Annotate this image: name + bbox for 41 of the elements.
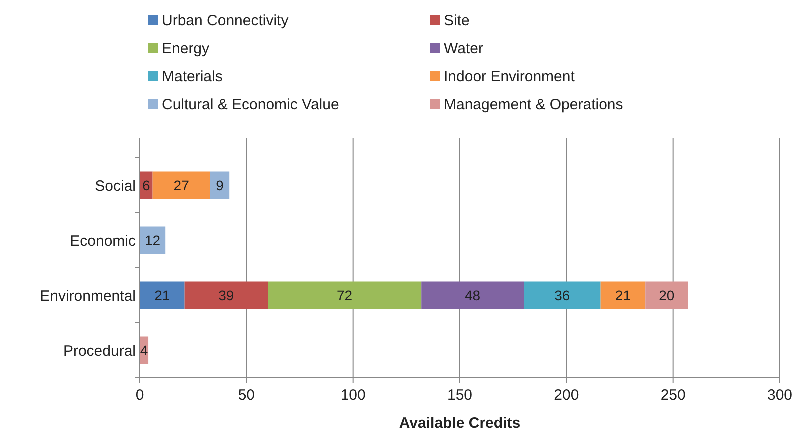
bar [600,282,646,310]
legend-label: Indoor Environment [444,68,576,86]
legend-label: Energy [162,40,210,58]
legend-label: Site [444,12,470,30]
data-label: 4 [140,342,148,358]
data-label: 12 [145,232,161,248]
legend-label: Materials [162,68,223,86]
bar [210,172,230,200]
bar [646,282,688,310]
data-label: 39 [218,287,234,304]
y-tick-label: Social [95,178,136,195]
x-tick-label: 50 [238,387,256,404]
bar [184,282,268,310]
x-tick-label: 250 [660,387,686,404]
x-tick-label: 100 [340,387,366,404]
data-label: 20 [659,287,675,304]
legend-label: Management & Operations [444,96,624,114]
x-tick-label: 200 [554,387,580,404]
x-tick-label: 0 [136,387,144,404]
data-label: 6 [142,177,150,194]
data-label: 48 [465,287,481,304]
bar [268,282,422,310]
data-label: 21 [615,287,632,304]
x-tick-label: 300 [767,387,793,404]
data-label: 9 [216,177,224,194]
bar [422,282,524,310]
y-tick-label: Procedural [63,342,136,360]
legend-label: Urban Connectivity [162,12,290,30]
bar [152,172,210,200]
x-axis-title: Available Credits [399,415,521,432]
data-label: 72 [337,287,353,304]
x-tick-label: 150 [447,387,473,404]
legend-label: Cultural & Economic Value [162,96,340,114]
bar [140,282,185,310]
y-tick-label: Economic [70,232,136,250]
y-tick-label: Environmental [40,288,136,305]
data-label: 27 [174,177,190,194]
bar [524,282,601,310]
data-label: 21 [154,287,170,304]
data-label: 36 [554,287,570,304]
legend-label: Water [444,40,484,58]
